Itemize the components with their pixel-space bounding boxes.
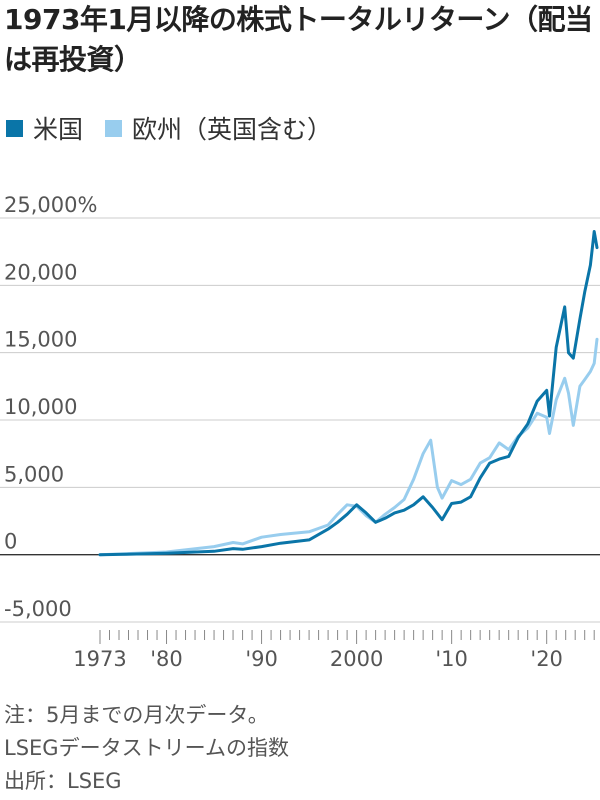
y-tick-label-5: 0 (4, 530, 17, 554)
chart-title: 1973年1月以降の株式トータルリターン（配当は再投資） (4, 3, 593, 76)
x-tick-label-4: '10 (435, 647, 468, 671)
series-line-europe (98, 337, 599, 557)
y-tick-label-1: 20,000 (4, 260, 77, 284)
x-tick-label-5: '20 (530, 647, 563, 671)
legend-label-europe: 欧州（英国含む） (132, 115, 333, 144)
y-tick-label-6: -5,000 (4, 597, 72, 621)
gridlines (0, 217, 600, 623)
note-text: 注：5月までの月次データ。 (4, 703, 269, 727)
x-tick-label-1: '80 (150, 647, 183, 671)
y-tick-label-3: 10,000 (4, 395, 77, 419)
y-tick-label-0: 25,000% (4, 193, 97, 217)
legend: 米国 欧州（英国含む） (6, 108, 354, 148)
legend-swatch-europe (105, 119, 123, 137)
x-axis: 1973 '80 '90 2000 '10 '20 (73, 630, 595, 671)
index-note: LSEGデータストリームの指数 (4, 736, 289, 760)
legend-item-us: 米国 (6, 110, 83, 146)
series-line-us (98, 230, 599, 557)
series-lines (98, 230, 599, 557)
y-tick-label-2: 15,000 (4, 328, 77, 352)
y-axis: 25,000% 20,000 15,000 10,000 5,000 0 -5,000 (4, 193, 97, 621)
footnotes: 注：5月までの月次データ。 LSEGデータストリームの指数 出所：LSEG (4, 699, 289, 798)
line-chart: 25,000% 20,000 15,000 10,000 5,000 0 -5,000 19… (0, 193, 600, 671)
y-tick-label-4: 5,000 (4, 462, 64, 486)
x-tick-label-2: '90 (245, 647, 278, 671)
x-tick-label-0: 1973 (73, 647, 126, 671)
source-note: 出所：LSEG (4, 769, 122, 793)
legend-item-europe: 欧州（英国含む） (105, 110, 332, 146)
legend-label-us: 米国 (33, 115, 84, 144)
x-tick-label-3: 2000 (330, 647, 383, 671)
legend-swatch-us (6, 119, 23, 137)
